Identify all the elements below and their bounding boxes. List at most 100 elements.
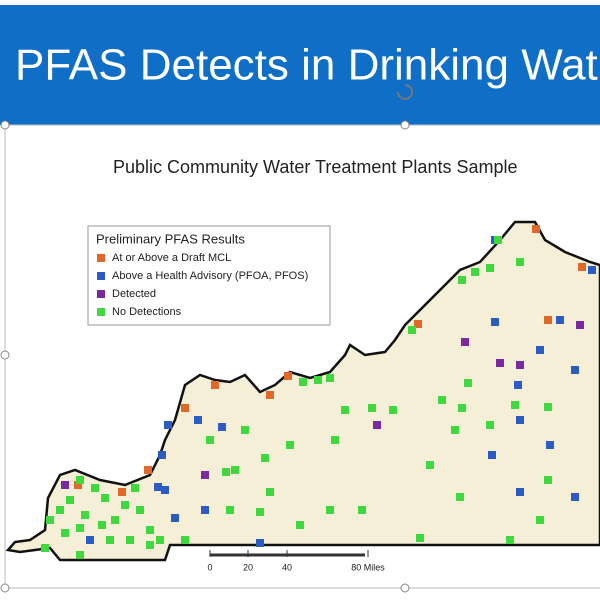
plant-markers (41, 225, 596, 559)
plant-marker (546, 441, 554, 449)
plant-marker (556, 316, 564, 324)
plant-marker (76, 551, 84, 559)
plant-marker (194, 416, 202, 424)
plant-marker (266, 488, 274, 496)
plant-marker (544, 476, 552, 484)
plant-marker (506, 536, 514, 544)
legend-box (87, 225, 331, 326)
plant-marker (373, 421, 381, 429)
plant-marker (74, 481, 82, 489)
plant-marker (496, 359, 504, 367)
legend-swatch (97, 272, 105, 280)
plant-marker (154, 483, 162, 491)
plant-marker (106, 536, 114, 544)
plant-marker (76, 476, 84, 484)
plant-marker (144, 466, 152, 474)
plant-marker (91, 484, 99, 492)
plant-marker (368, 404, 376, 412)
plant-marker (544, 403, 552, 411)
plant-marker (131, 484, 139, 492)
plant-marker (358, 506, 366, 514)
scale-label: 20 (243, 562, 253, 572)
plant-marker (326, 506, 334, 514)
plant-marker (256, 539, 264, 547)
plant-marker (66, 496, 74, 504)
plant-marker (156, 536, 164, 544)
plant-marker (284, 372, 292, 380)
plant-marker (389, 406, 397, 414)
plant-marker (181, 536, 189, 544)
plant-marker (331, 436, 339, 444)
plant-marker (146, 526, 154, 534)
plant-marker (41, 544, 49, 552)
legend-items: At or Above a Draft MCL Above a Health Ad… (97, 252, 308, 318)
scale-label: 80 Miles (351, 562, 385, 572)
plant-marker (146, 541, 154, 549)
plant-marker (101, 494, 109, 502)
plant-marker (414, 320, 422, 328)
plant-marker (86, 536, 94, 544)
plant-marker (286, 441, 294, 449)
plant-marker (514, 381, 522, 389)
plant-marker (516, 416, 524, 424)
plant-marker (576, 321, 584, 329)
plant-marker (588, 266, 596, 274)
plant-marker (456, 493, 464, 501)
plant-marker (164, 421, 172, 429)
plant-marker (458, 404, 466, 412)
plant-marker (76, 524, 84, 532)
plant-marker (222, 468, 230, 476)
plant-marker (231, 466, 239, 474)
plant-marker (571, 366, 579, 374)
legend-swatch (97, 308, 105, 316)
legend-swatch (97, 254, 105, 262)
plant-marker (486, 264, 494, 272)
plant-marker (299, 378, 307, 386)
plant-marker (486, 421, 494, 429)
plant-marker (46, 516, 54, 524)
plant-marker (536, 516, 544, 524)
scale-label: 40 (282, 562, 292, 572)
plant-marker (451, 426, 459, 434)
plant-marker (326, 374, 334, 382)
plant-marker (218, 423, 226, 431)
plant-marker (296, 521, 304, 529)
plant-marker (438, 396, 446, 404)
plant-marker (201, 506, 209, 514)
legend-label: Above a Health Advisory (PFOA, PFOS) (112, 270, 308, 282)
plant-marker (226, 506, 234, 514)
plant-marker (266, 391, 274, 399)
plant-marker (211, 381, 219, 389)
rotate-handle[interactable] (397, 84, 413, 100)
plant-marker (161, 486, 169, 494)
plant-marker (536, 346, 544, 354)
plant-marker (494, 236, 502, 244)
header-band (0, 5, 600, 125)
plant-marker (578, 263, 586, 271)
plant-marker (416, 534, 424, 542)
plant-marker (181, 404, 189, 412)
plant-marker (158, 451, 166, 459)
selection-handles (0, 120, 410, 593)
plant-marker (464, 379, 472, 387)
plant-marker (516, 258, 524, 266)
plant-marker (261, 454, 269, 462)
legend-label: No Detections (112, 306, 182, 318)
plant-marker (426, 461, 434, 469)
plant-marker (136, 506, 144, 514)
plant-marker (488, 451, 496, 459)
state-outline (5, 220, 600, 562)
plant-marker (61, 481, 69, 489)
scale-labels: 0 20 40 80 Miles (207, 550, 385, 572)
plant-marker (171, 514, 179, 522)
plant-marker (458, 276, 466, 284)
plant-marker (201, 471, 209, 479)
plant-marker (516, 361, 524, 369)
legend-swatch (97, 290, 105, 298)
header-title: PFAS Detects in Drinking Wat (15, 41, 598, 90)
legend-title: Preliminary PFAS Results (96, 231, 245, 246)
plant-marker (408, 326, 416, 334)
plant-marker (118, 488, 126, 496)
